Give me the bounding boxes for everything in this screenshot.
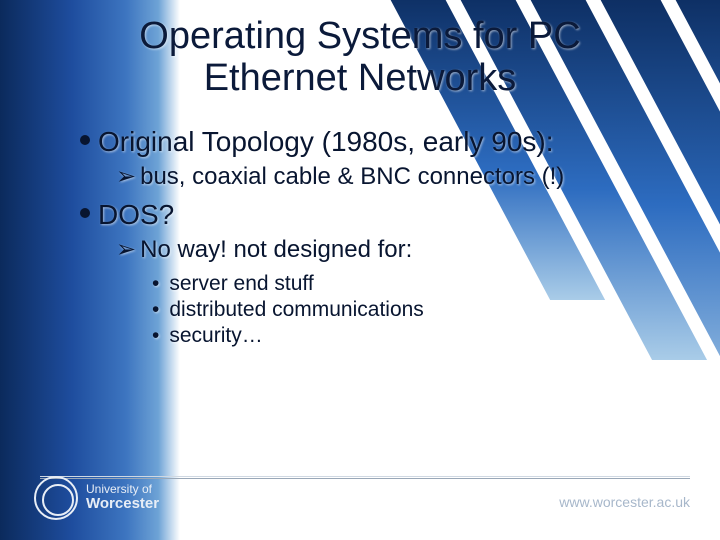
- slide-content: Operating Systems for PC Ethernet Networ…: [0, 0, 720, 540]
- bullet-text: Original Topology (1980s, early 90s):: [98, 126, 554, 157]
- slide-footer: University of Worcester www.worcester.ac…: [0, 468, 720, 540]
- logo-text: University of Worcester: [86, 483, 159, 513]
- bullet-dot-icon: •: [152, 298, 159, 321]
- logo-line2: Worcester: [86, 496, 159, 513]
- bullet-level1: DOS?: [80, 199, 720, 231]
- bullet-dot-icon: [80, 208, 90, 218]
- bullet-level1: Original Topology (1980s, early 90s):: [80, 126, 720, 158]
- bullet-dot-icon: •: [152, 272, 159, 295]
- footer-url: www.worcester.ac.uk: [559, 494, 690, 510]
- bullet-text: distributed communications: [169, 298, 423, 321]
- title-line-1: Operating Systems for PC: [139, 15, 580, 57]
- bullet-text: DOS?: [98, 199, 174, 230]
- bullet-text: security…: [169, 324, 262, 347]
- university-logo: University of Worcester: [34, 476, 159, 520]
- bullet-text: server end stuff: [169, 272, 313, 295]
- bullet-level2: ➢bus, coaxial cable & BNC connectors (!): [80, 162, 720, 191]
- bullet-level2: ➢No way! not designed for:: [80, 235, 720, 264]
- logo-icon: [34, 476, 78, 520]
- arrow-icon: ➢: [116, 163, 136, 190]
- arrow-icon: ➢: [116, 236, 136, 263]
- bullet-level3: • distributed communications: [80, 298, 720, 322]
- slide-title: Operating Systems for PC Ethernet Networ…: [0, 0, 720, 100]
- title-line-2: Ethernet Networks: [204, 57, 517, 99]
- bullet-level3: • server end stuff: [80, 272, 720, 296]
- bullet-list: Original Topology (1980s, early 90s): ➢b…: [0, 100, 720, 348]
- bullet-dot-icon: [80, 135, 90, 145]
- bullet-text: bus, coaxial cable & BNC connectors (!): [140, 163, 564, 190]
- bullet-text: No way! not designed for:: [140, 236, 412, 263]
- bullet-level3: • security…: [80, 324, 720, 348]
- bullet-dot-icon: •: [152, 324, 159, 347]
